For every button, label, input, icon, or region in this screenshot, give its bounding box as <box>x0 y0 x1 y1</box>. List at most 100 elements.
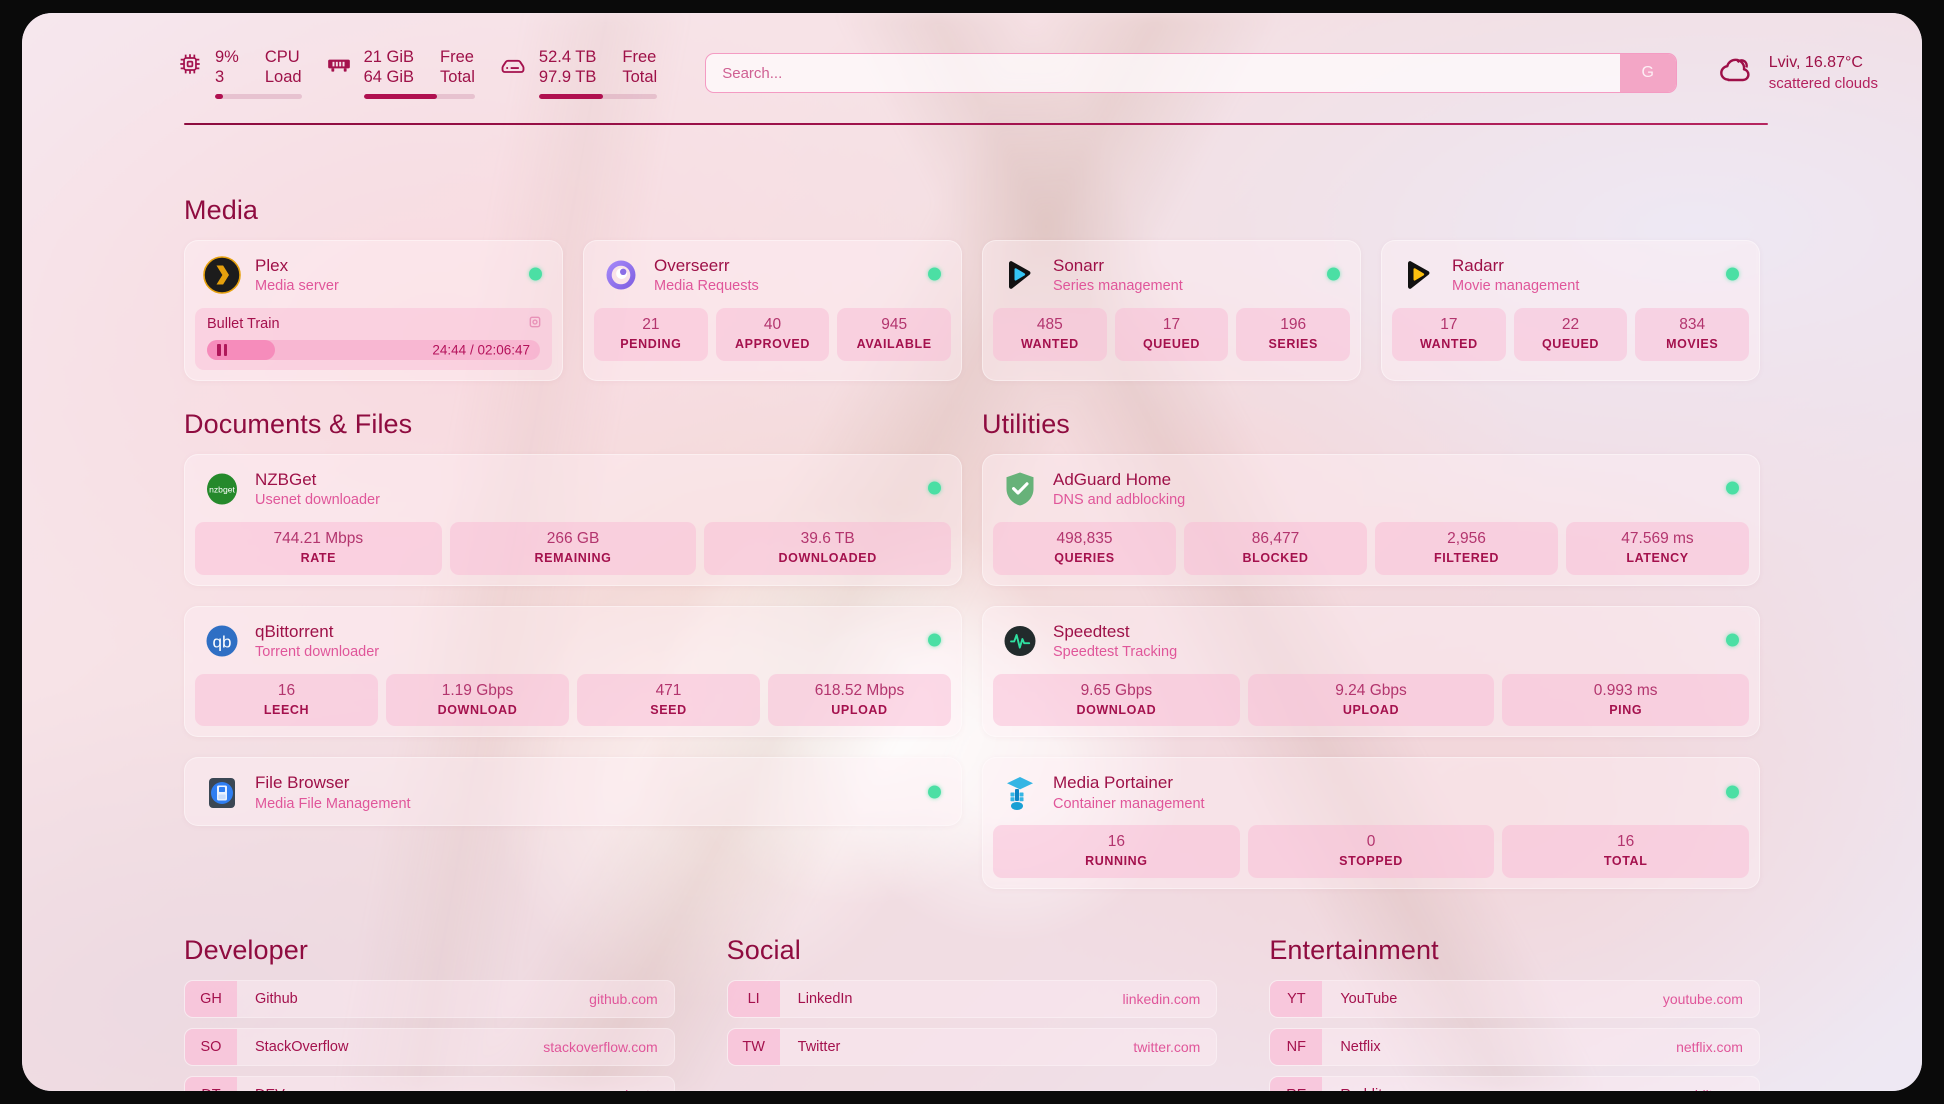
stat-item: 17 WANTED <box>1392 307 1506 361</box>
bookmark-item-dev[interactable]: DT DEV dev.to <box>184 1076 675 1091</box>
status-badge <box>1726 267 1739 281</box>
service-card-radarr[interactable]: Radarr Movie management 17 WANTED 2 <box>1381 240 1760 381</box>
service-card-nzbget[interactable]: nzbget NZBGet Usenet downloader <box>184 453 962 586</box>
svg-text:qb: qb <box>213 633 232 652</box>
stat-value: 471 <box>655 681 682 699</box>
bookmark-url: github.com <box>589 991 658 1008</box>
stat-value: 744.21 Mbps <box>273 529 364 547</box>
cpu-usage-value: 9% <box>215 47 239 66</box>
stat-item: 196 SERIES <box>1236 307 1351 361</box>
cpu-label-top: CPU <box>264 47 300 66</box>
disk-label-bottom: Total <box>622 68 658 86</box>
cpu-widget[interactable]: 9% 3 CPU Load <box>177 47 302 100</box>
documents-section: Documents & Files nzbget <box>184 409 962 889</box>
service-card-speedtest[interactable]: Speedtest Speedtest Tracking 9.65 Gbps D… <box>982 605 1760 738</box>
search-engine-label: G <box>1641 64 1654 81</box>
disk-free-value: 52.4 TB <box>538 47 597 66</box>
stat-item: 498,835 QUERIES <box>993 521 1176 575</box>
stat-value: 0 <box>1366 833 1376 851</box>
overseerr-icon <box>602 256 640 294</box>
stat-item: 39.6 TB DOWNLOADED <box>704 521 952 575</box>
bookmark-item-linkedin[interactable]: LI LinkedIn linkedin.com <box>726 980 1218 1019</box>
bookmark-name: DEV <box>237 1087 621 1091</box>
bookmark-item-reddit[interactable]: RE Reddit reddit.com <box>1269 1076 1760 1091</box>
stat-label: DOWNLOADED <box>778 550 877 565</box>
service-card-qbittorrent[interactable]: qb qBittorrent Torrent downloader <box>184 605 962 738</box>
service-subtitle: Movie management <box>1452 278 1580 295</box>
stat-label: BLOCKED <box>1242 550 1309 565</box>
status-badge <box>1726 633 1739 647</box>
mid-zone: Documents & Files nzbget <box>22 381 1922 890</box>
service-name: Sonarr <box>1053 256 1105 275</box>
bookmark-url: twitter.com <box>1133 1039 1201 1056</box>
stat-row: 16 LEECH 1.19 Gbps DOWNLOAD 471 SEED <box>185 673 961 737</box>
search-box[interactable]: G <box>705 53 1677 93</box>
service-card-sonarr[interactable]: Sonarr Series management 485 WANTED <box>982 240 1361 381</box>
stat-item: 1.19 Gbps DOWNLOAD <box>386 673 569 727</box>
weather-widget[interactable]: Lviv, 16.87°C scattered clouds <box>1715 53 1882 93</box>
disk-widget[interactable]: 52.4 TB 97.9 TB Free Total <box>499 47 658 100</box>
bookmark-badge: RE <box>1270 1077 1323 1091</box>
stat-label: WANTED <box>1020 336 1079 351</box>
service-subtitle: Container management <box>1053 795 1205 812</box>
stat-value: 485 <box>1036 315 1063 333</box>
stat-item: 0.993 ms PING <box>1502 673 1750 727</box>
status-badge <box>1726 785 1739 799</box>
cpu-cores-value: 3 <box>215 68 225 86</box>
search-input[interactable] <box>706 54 1620 92</box>
stat-item: 40 APPROVED <box>715 307 830 361</box>
now-playing-panel[interactable]: Bullet Train 24:44 / 02:06:47 <box>195 307 552 370</box>
stat-item: 485 WANTED <box>993 307 1107 361</box>
memory-total-value: 64 GiB <box>363 68 415 86</box>
service-subtitle: Torrent downloader <box>255 643 380 660</box>
bookmark-item-github[interactable]: GH Github github.com <box>184 980 675 1019</box>
bookmark-group-title: Entertainment <box>1269 935 1439 966</box>
service-card-plex[interactable]: Plex Media server Bullet Train <box>184 240 563 381</box>
playback-progress-bar[interactable]: 24:44 / 02:06:47 <box>207 339 540 360</box>
bookmark-item-netflix[interactable]: NF Netflix netflix.com <box>1269 1028 1760 1067</box>
bookmark-item-twitter[interactable]: TW Twitter twitter.com <box>726 1028 1218 1067</box>
memory-widget[interactable]: 21 GiB 64 GiB Free Total <box>326 47 475 100</box>
service-card-overseerr[interactable]: Overseerr Media Requests 21 PENDING <box>583 240 962 381</box>
card-header: nzbget NZBGet Usenet downloader <box>185 455 961 522</box>
memory-label-bottom: Total <box>440 68 475 86</box>
stat-value: 17 <box>1162 315 1181 333</box>
status-badge <box>1726 481 1739 495</box>
service-card-adguard-home[interactable]: AdGuard Home DNS and adblocking 498,835 … <box>982 453 1760 586</box>
gear-icon[interactable] <box>528 315 542 334</box>
pause-icon[interactable] <box>217 343 227 356</box>
status-badge <box>1327 267 1340 281</box>
bookmark-url: stackoverflow.com <box>543 1039 658 1056</box>
bookmark-badge: TW <box>727 1029 780 1066</box>
sonarr-icon <box>1001 256 1039 294</box>
stat-label: APPROVED <box>735 336 810 351</box>
stat-row: 744.21 Mbps RATE 266 GB REMAINING 39.6 T… <box>185 521 961 585</box>
bookmark-url: youtube.com <box>1662 991 1743 1008</box>
filebrowser-icon <box>203 774 241 812</box>
service-subtitle: DNS and adblocking <box>1053 492 1186 509</box>
service-card-media-portainer[interactable]: Media Portainer Container management 16 … <box>982 757 1760 890</box>
stat-label: PENDING <box>620 336 682 351</box>
stat-row: 9.65 Gbps DOWNLOAD 9.24 Gbps UPLOAD 0.99… <box>983 673 1759 737</box>
bookmark-group-social: Social LI LinkedIn linkedin.com TW Twitt… <box>726 935 1218 1091</box>
disk-label-top: Free <box>622 47 657 66</box>
stat-item: 47.569 ms LATENCY <box>1566 521 1749 575</box>
bookmark-item-stackoverflow[interactable]: SO StackOverflow stackoverflow.com <box>184 1028 675 1067</box>
stat-item: 0 STOPPED <box>1247 825 1495 879</box>
stat-item: 86,477 BLOCKED <box>1184 521 1367 575</box>
svg-text:nzbget: nzbget <box>209 485 235 495</box>
bookmark-item-youtube[interactable]: YT YouTube youtube.com <box>1269 980 1760 1019</box>
search-engine-button[interactable]: G <box>1619 54 1676 92</box>
stat-value: 17 <box>1440 315 1458 333</box>
stat-value: 9.65 Gbps <box>1080 681 1153 699</box>
service-name: qBittorrent <box>255 621 334 641</box>
stat-value: 498,835 <box>1056 529 1113 547</box>
service-subtitle: Usenet downloader <box>255 492 380 509</box>
card-header: File Browser Media File Management <box>185 758 961 825</box>
service-card-file-browser[interactable]: File Browser Media File Management <box>184 757 962 827</box>
bookmark-url: linkedin.com <box>1122 991 1201 1008</box>
disk-icon <box>499 51 527 84</box>
utilities-section-title: Utilities <box>982 408 1070 439</box>
ram-icon <box>326 51 352 82</box>
bookmark-badge: SO <box>185 1029 237 1066</box>
